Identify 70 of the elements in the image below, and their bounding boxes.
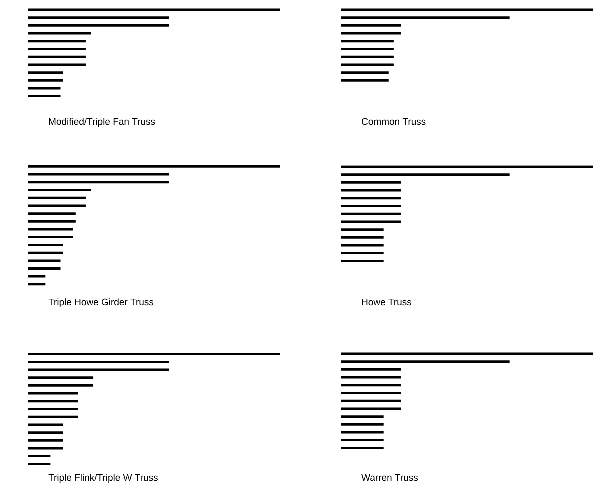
bar (28, 181, 170, 184)
bar (341, 376, 402, 379)
bar (28, 56, 86, 58)
bar (28, 268, 61, 270)
bar (28, 40, 86, 43)
bar (28, 252, 64, 254)
bar (341, 400, 402, 402)
bar (341, 384, 402, 387)
bar (28, 384, 94, 387)
bar (28, 48, 86, 50)
bar (341, 189, 402, 192)
bar (28, 432, 64, 434)
bar (28, 416, 78, 418)
text: Triple Flink/Triple W Truss (48, 474, 158, 483)
bar (28, 463, 51, 466)
bar (28, 220, 76, 223)
bar (28, 408, 78, 410)
bar (341, 212, 402, 216)
bar (341, 32, 402, 35)
bar (28, 173, 170, 176)
bar (28, 260, 61, 262)
bar (28, 400, 78, 403)
bar (28, 204, 86, 208)
bar (341, 228, 384, 231)
bar (341, 439, 384, 442)
bar (28, 212, 76, 215)
bar (341, 260, 384, 262)
bar (341, 79, 389, 82)
bar (28, 376, 94, 380)
bar (28, 189, 92, 192)
bar (341, 368, 402, 371)
bar (28, 360, 170, 364)
bar (28, 165, 280, 168)
bar (341, 40, 394, 43)
text: Howe Truss (362, 298, 412, 306)
bar (28, 439, 64, 442)
bar (28, 24, 170, 27)
bar (341, 72, 389, 74)
text: Common Truss (362, 118, 426, 126)
bar (341, 182, 402, 184)
bar (28, 72, 64, 74)
text: Warren Truss (362, 474, 418, 482)
text: Triple Howe Girder Truss (48, 298, 154, 308)
bar (28, 95, 61, 98)
bar (341, 252, 384, 255)
bar (28, 455, 51, 458)
bar (28, 244, 64, 246)
bar (341, 197, 402, 200)
bar (341, 48, 394, 50)
text: Modified/Triple Fan Truss (49, 118, 156, 127)
bar (28, 79, 64, 82)
bar (28, 32, 92, 35)
bar (341, 174, 510, 176)
bar (341, 447, 384, 450)
bar (28, 16, 170, 20)
bar (341, 423, 384, 426)
bar (28, 392, 78, 395)
bar (28, 275, 46, 278)
bar (341, 56, 394, 58)
bar (341, 392, 402, 394)
bar (341, 24, 402, 27)
bar (28, 283, 46, 286)
bar (341, 360, 510, 364)
bar (28, 236, 74, 239)
bar (28, 353, 280, 356)
bar (341, 16, 510, 20)
bar (341, 205, 402, 208)
bar (28, 196, 86, 200)
bar (341, 236, 384, 239)
bar (341, 416, 384, 418)
